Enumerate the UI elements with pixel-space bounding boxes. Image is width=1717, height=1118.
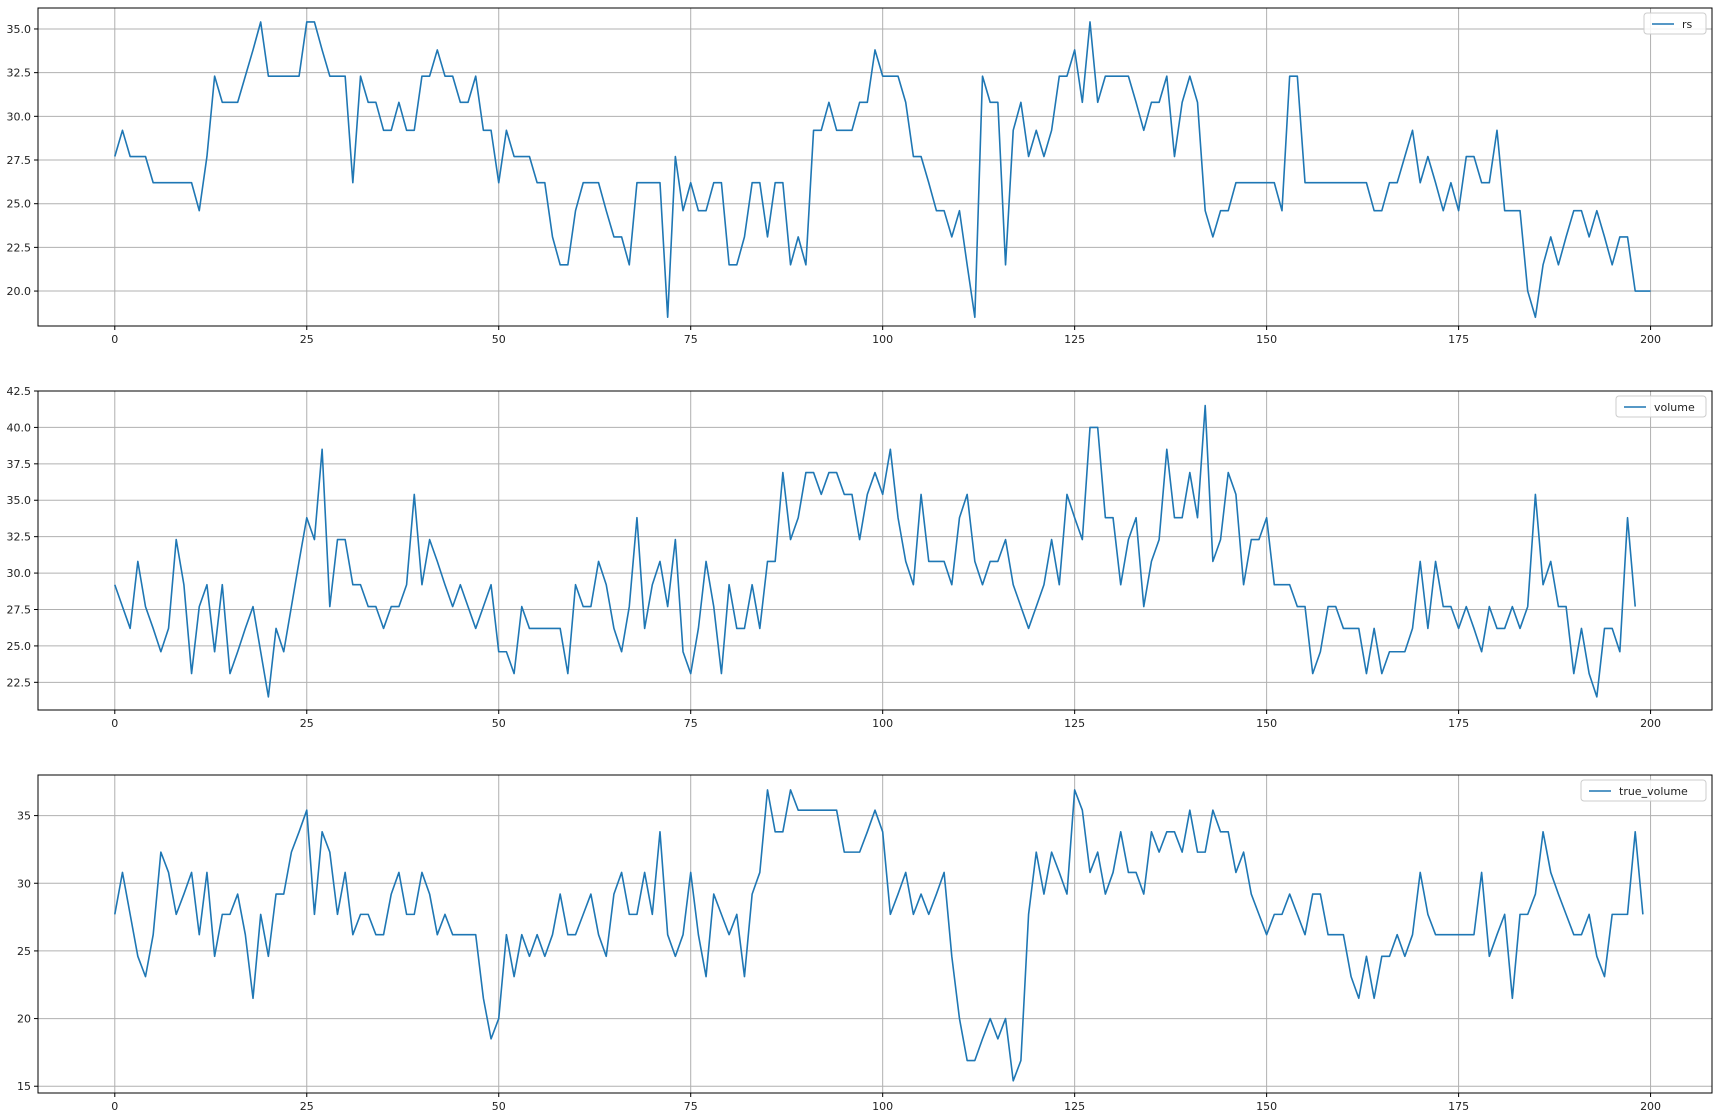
y-tick-label: 32.5 bbox=[7, 531, 32, 544]
x-tick-label: 50 bbox=[492, 1100, 506, 1113]
series-line-volume bbox=[114, 404, 1637, 698]
x-tick-label: 200 bbox=[1640, 717, 1661, 730]
legend-label: rs bbox=[1682, 18, 1693, 31]
x-tick-label: 175 bbox=[1448, 1100, 1469, 1113]
y-tick-label: 20 bbox=[17, 1013, 31, 1026]
x-tick-label: 125 bbox=[1064, 717, 1085, 730]
y-tick-label: 35.0 bbox=[7, 23, 32, 36]
x-tick-label: 0 bbox=[111, 1100, 118, 1113]
x-tick-label: 25 bbox=[300, 717, 314, 730]
y-tick-label: 25.0 bbox=[7, 640, 32, 653]
y-tick-label: 22.5 bbox=[7, 676, 32, 689]
y-tick-label: 27.5 bbox=[7, 154, 32, 167]
y-tick-label: 20.0 bbox=[7, 285, 32, 298]
x-tick-label: 150 bbox=[1256, 717, 1277, 730]
x-tick-label: 0 bbox=[111, 333, 118, 346]
x-tick-label: 200 bbox=[1640, 1100, 1661, 1113]
x-tick-label: 175 bbox=[1448, 333, 1469, 346]
series-line-rs bbox=[114, 21, 1651, 319]
x-tick-label: 50 bbox=[492, 333, 506, 346]
x-tick-label: 125 bbox=[1064, 1100, 1085, 1113]
x-tick-label: 75 bbox=[684, 717, 698, 730]
axes-frame bbox=[37, 7, 1713, 327]
x-tick-label: 0 bbox=[111, 717, 118, 730]
x-tick-label: 25 bbox=[300, 1100, 314, 1113]
axes-frame bbox=[37, 390, 1713, 711]
legend-box bbox=[1643, 12, 1707, 35]
x-tick-label: 100 bbox=[872, 1100, 893, 1113]
x-tick-label: 200 bbox=[1640, 333, 1661, 346]
x-tick-label: 150 bbox=[1256, 1100, 1277, 1113]
x-tick-label: 50 bbox=[492, 717, 506, 730]
y-tick-label: 30 bbox=[17, 877, 31, 890]
legend-label: volume bbox=[1654, 401, 1695, 414]
y-tick-label: 30.0 bbox=[7, 110, 32, 123]
x-tick-label: 150 bbox=[1256, 333, 1277, 346]
legend-box bbox=[1580, 779, 1707, 802]
x-tick-label: 75 bbox=[684, 333, 698, 346]
x-tick-label: 75 bbox=[684, 1100, 698, 1113]
plot-area bbox=[38, 8, 1712, 326]
y-tick-label: 22.5 bbox=[7, 241, 32, 254]
x-tick-label: 125 bbox=[1064, 333, 1085, 346]
x-tick-label: 175 bbox=[1448, 717, 1469, 730]
legend-box bbox=[1615, 395, 1707, 418]
y-tick-label: 42.5 bbox=[7, 385, 32, 398]
plot-area bbox=[38, 391, 1712, 710]
x-tick-label: 100 bbox=[872, 717, 893, 730]
legend-label: true_volume bbox=[1619, 785, 1688, 798]
series-line-true-volume bbox=[114, 789, 1644, 1082]
x-tick-label: 25 bbox=[300, 333, 314, 346]
y-tick-label: 40.0 bbox=[7, 421, 32, 434]
y-tick-label: 35.0 bbox=[7, 494, 32, 507]
y-tick-label: 30.0 bbox=[7, 567, 32, 580]
plot-area bbox=[38, 775, 1712, 1093]
y-tick-label: 37.5 bbox=[7, 458, 32, 471]
y-tick-label: 27.5 bbox=[7, 603, 32, 616]
y-tick-label: 15 bbox=[17, 1080, 31, 1093]
y-tick-label: 32.5 bbox=[7, 67, 32, 80]
axes-frame bbox=[37, 774, 1713, 1094]
x-tick-label: 100 bbox=[872, 333, 893, 346]
y-tick-label: 25 bbox=[17, 945, 31, 958]
y-tick-label: 35 bbox=[17, 810, 31, 823]
y-tick-label: 25.0 bbox=[7, 198, 32, 211]
